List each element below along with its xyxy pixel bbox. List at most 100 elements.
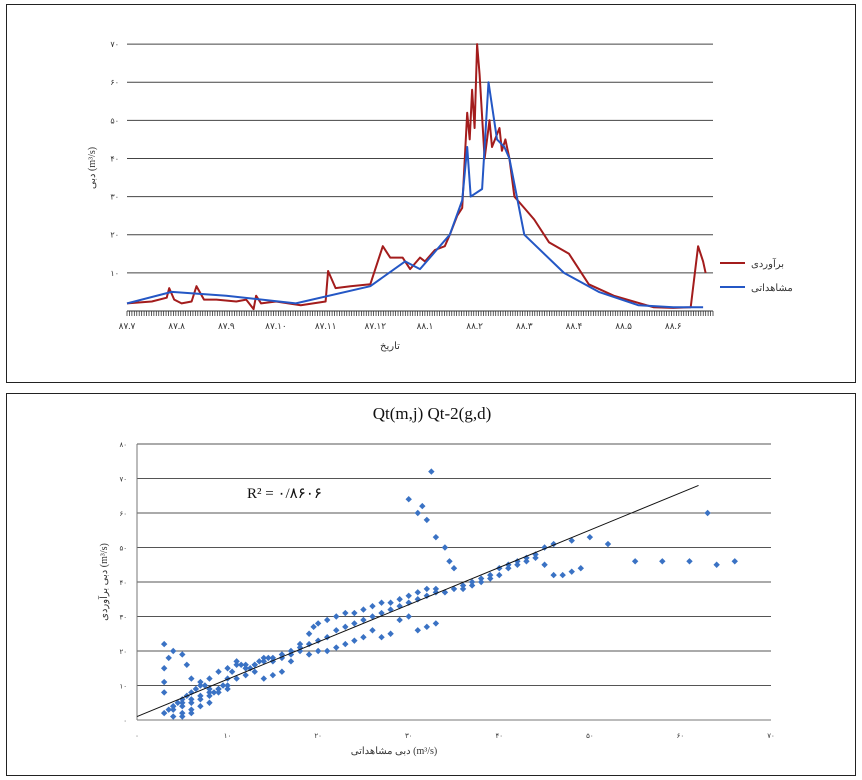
x-tick-label: ۸۷.۸ — [168, 321, 185, 331]
data-point — [197, 692, 204, 700]
data-point — [396, 616, 403, 624]
series-line-1 — [126, 43, 707, 311]
data-point — [419, 502, 426, 510]
data-point — [160, 665, 168, 672]
data-point — [414, 596, 421, 603]
data-point — [487, 575, 494, 582]
data-point — [532, 554, 539, 562]
data-point — [233, 658, 240, 665]
data-point — [224, 682, 231, 689]
data-point — [278, 668, 286, 675]
data-point — [351, 609, 358, 617]
data-point — [333, 613, 340, 620]
data-point — [428, 468, 435, 475]
x-axis-title: دبی مشاهداتی (m³/s) — [351, 746, 437, 757]
data-point — [686, 558, 693, 565]
data-point — [287, 658, 295, 665]
data-point — [468, 578, 476, 586]
y-axis-title: دبی (m³/s) — [87, 147, 98, 189]
data-point — [206, 699, 213, 706]
data-point — [228, 668, 236, 675]
data-point — [179, 703, 186, 710]
data-point — [432, 620, 440, 627]
data-point — [414, 627, 421, 634]
x-tick-label: ۸۷.۱۱ — [315, 321, 337, 331]
data-point — [396, 596, 403, 603]
data-point — [188, 709, 195, 717]
x-tick-label: ۲۰ — [314, 732, 322, 740]
data-point — [333, 627, 340, 634]
data-point — [387, 630, 394, 637]
x-tick-label: ۸۸.۴ — [566, 321, 583, 331]
y-tick-label: ۶۰ — [119, 510, 127, 518]
data-point — [459, 585, 467, 593]
data-point — [192, 685, 200, 693]
data-point — [174, 699, 181, 706]
data-point — [305, 630, 313, 637]
time-series-chart-panel: ۱۰ ۲۰ ۳۰ ۴۰ ۵۰ ۶۰ ۷۰ ۸۷.۷ ۸۷.۸ ۸۷.۹ ۸۷.۱۰ ۸۷.۱۱ ۸۷.۱… — [6, 4, 856, 383]
data-point — [568, 537, 575, 544]
data-point — [369, 613, 376, 620]
data-point — [233, 675, 240, 682]
scatter-chart: ۰ ۱۰ ۲۰ ۳۰ ۴۰ ۵۰ ۶۰ ۷۰ ۸۰ ۰ ۱۰ ۲۰ ۳۰ ۴۰ ۵۰ ۶۰ ۷۰ دبی مشاه… — [97, 441, 775, 757]
x-tick-label: ۸۷.۱۰ — [265, 321, 287, 331]
y-tick-label: ۲۰ — [119, 648, 127, 656]
data-point — [369, 627, 376, 634]
data-point — [541, 561, 548, 568]
data-point — [468, 582, 476, 589]
data-point — [165, 706, 172, 713]
data-point — [269, 671, 277, 679]
data-point — [342, 640, 349, 648]
data-point — [342, 609, 349, 617]
data-point — [369, 602, 376, 610]
data-point — [224, 675, 231, 682]
y-tick-label: ۵۰ — [119, 545, 127, 553]
data-point — [170, 706, 177, 713]
data-point — [201, 682, 209, 689]
data-point — [179, 651, 186, 658]
data-point — [360, 634, 367, 641]
x-tick-label: ۵۰ — [586, 732, 594, 740]
x-axis-title: تاریخ — [380, 341, 400, 352]
data-point — [704, 509, 711, 517]
r2-annotation: R² = ۰/۸۶۰۶ — [247, 486, 322, 502]
data-point — [260, 654, 267, 662]
data-point — [360, 606, 367, 613]
data-point — [333, 644, 340, 651]
data-point — [179, 709, 186, 717]
data-point — [432, 533, 440, 541]
x-tick-label: ۸۷.۷ — [119, 321, 136, 331]
data-point — [210, 689, 218, 696]
y-tick-label: ۵۰ — [110, 116, 119, 125]
data-point — [247, 665, 254, 672]
data-point — [446, 558, 453, 565]
series-line-2 — [126, 81, 704, 309]
data-point — [179, 699, 186, 706]
data-point — [160, 709, 168, 717]
data-point — [496, 571, 503, 579]
data-point — [342, 623, 349, 631]
x-tick-label: ۸۸.۲ — [466, 321, 483, 331]
data-point — [165, 654, 172, 662]
data-point — [441, 544, 449, 551]
data-point — [731, 558, 738, 565]
y-tick-label: ۳۰ — [119, 614, 127, 622]
data-point — [188, 675, 195, 682]
data-point — [414, 589, 421, 596]
legend-label-1: برآوردی — [751, 257, 784, 270]
data-point — [310, 623, 317, 631]
time-series-chart: ۱۰ ۲۰ ۳۰ ۴۰ ۵۰ ۶۰ ۷۰ ۸۷.۷ ۸۷.۸ ۸۷.۹ ۸۷.۱۰ ۸۷.۱۱ ۸۷.۱… — [87, 40, 793, 352]
data-point — [351, 637, 358, 644]
data-point — [188, 706, 195, 713]
y-tick-label: ۶۰ — [110, 78, 119, 87]
data-point — [260, 658, 267, 665]
trendline — [136, 484, 699, 718]
data-point — [160, 640, 168, 648]
y-tick-label: ۰ — [123, 717, 127, 725]
data-point — [713, 561, 720, 568]
data-point — [296, 647, 304, 655]
data-point — [631, 558, 639, 565]
y-axis-title: دبی برآوردی (m³/s) — [97, 543, 110, 621]
data-point — [405, 592, 412, 599]
data-point — [423, 623, 431, 631]
